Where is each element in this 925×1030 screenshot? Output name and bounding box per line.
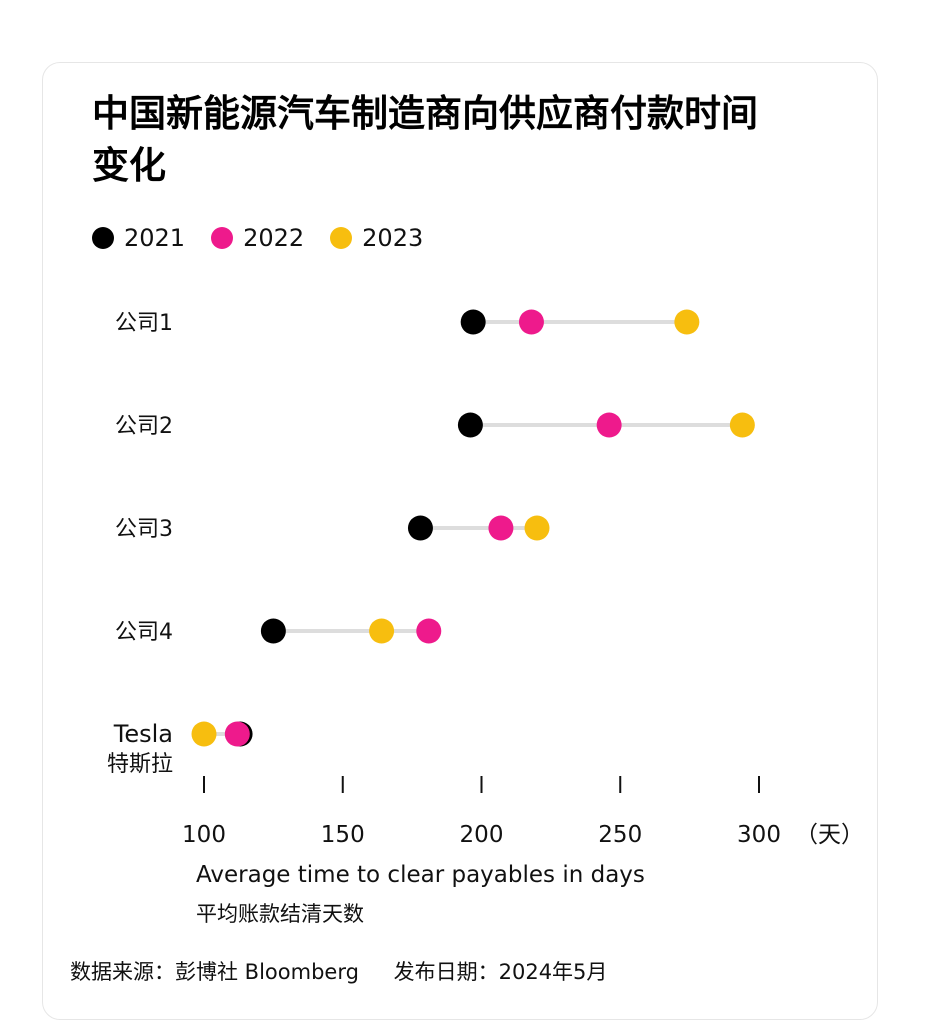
dot-plot-chart: 公司1 公司2 公司3 公司4 Tesla 特斯拉 100 150 200 250 300 （天） <box>107 309 864 848</box>
x-axis-unit: （天） <box>795 822 864 848</box>
x-tick-label-300: 300 <box>737 822 781 848</box>
category-label-line-5-2: 特斯拉 <box>107 752 173 777</box>
dot-3-2021 <box>407 515 433 541</box>
dot-5-2023 <box>191 721 217 747</box>
legend-swatch-2023 <box>330 227 353 249</box>
source-note: 数据来源：彭博社 Bloomberg <box>70 960 359 984</box>
dot-4-2023 <box>369 618 395 644</box>
dot-1-2021 <box>460 309 486 335</box>
x-tick-label-250: 250 <box>598 822 642 848</box>
dot-3-2023 <box>524 515 550 541</box>
x-tick-label-200: 200 <box>460 822 504 848</box>
category-label-1: 公司1 <box>115 311 173 336</box>
dot-4-2021 <box>260 618 286 644</box>
dot-1-2023 <box>674 309 700 335</box>
category-label-3: 公司3 <box>115 517 173 542</box>
x-axis-subtitle: 平均账款结清天数 <box>196 902 364 926</box>
legend-item-2022: 2022 <box>211 224 304 252</box>
footer: 数据来源：彭博社 Bloomberg 发布日期：2024年5月 <box>70 956 607 986</box>
legend-item-2021: 2021 <box>92 224 185 252</box>
dot-3-2022 <box>488 515 514 541</box>
dot-5-2022 <box>224 721 250 747</box>
chart-title: 中国新能源汽车制造商向供应商付款时间变化 <box>92 92 758 187</box>
dot-4-2022 <box>416 618 442 644</box>
legend-swatch-2022 <box>211 227 234 249</box>
category-label-2: 公司2 <box>115 414 173 439</box>
legend-label-2023: 2023 <box>362 224 424 252</box>
x-tick-label-150: 150 <box>321 822 365 848</box>
category-label-line-5-1: Tesla <box>113 720 173 748</box>
dot-2-2021 <box>457 412 483 438</box>
chart-card <box>42 62 878 1020</box>
legend-swatch-2021 <box>92 227 114 249</box>
category-label-4: 公司4 <box>115 620 173 645</box>
dot-1-2022 <box>518 309 544 335</box>
legend: 2021 2022 2023 <box>92 224 449 252</box>
legend-label-2022: 2022 <box>243 224 305 252</box>
x-tick-label-100: 100 <box>182 822 226 848</box>
legend-label-2021: 2021 <box>124 224 186 252</box>
dot-2-2023 <box>729 412 755 438</box>
legend-item-2023: 2023 <box>330 224 423 252</box>
x-axis-title: Average time to clear payables in days <box>196 862 645 888</box>
publish-date: 发布日期：2024年5月 <box>393 960 608 984</box>
dot-2-2022 <box>596 412 622 438</box>
category-label-5: Tesla 特斯拉 <box>107 720 173 777</box>
